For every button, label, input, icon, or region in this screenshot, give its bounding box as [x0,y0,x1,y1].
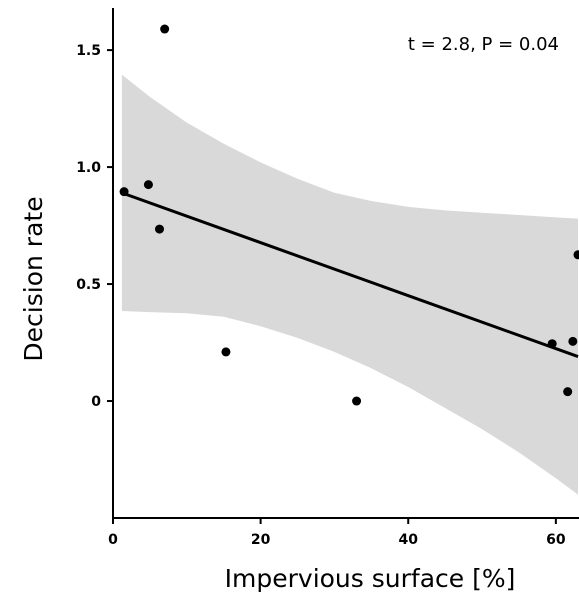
y-tick-label: 0.5 [76,277,101,293]
data-point [568,336,578,346]
y-tick-label: 1.5 [76,43,101,59]
x-tick-label: 0 [108,532,118,548]
confidence-band [121,74,579,495]
data-point [119,187,129,197]
data-point [352,396,362,406]
data-point [160,24,170,34]
x-tick-label: 20 [251,532,271,548]
y-tick-label: 1.0 [76,160,101,176]
x-tick-label: 60 [546,532,566,548]
x-axis-label: Impervious surface [%] [225,564,516,593]
data-point [221,347,231,357]
stats-annotation: t = 2.8, P = 0.04 [408,34,559,55]
data-point [563,387,573,397]
axes-layer [112,8,579,519]
ticks-layer: 0 20 40 60 0 0.5 1.0 1.5 [76,43,566,548]
fit-line-layer [121,191,579,358]
data-point [573,250,579,260]
x-tick-label: 40 [398,532,418,548]
data-point [547,339,557,349]
y-axis-label: Decision rate [19,196,48,361]
data-point [155,224,164,234]
data-points-layer [119,24,579,406]
confidence-band-layer [121,74,579,495]
data-point [143,180,153,190]
regression-line [121,191,579,358]
y-tick-label: 0 [91,394,101,410]
